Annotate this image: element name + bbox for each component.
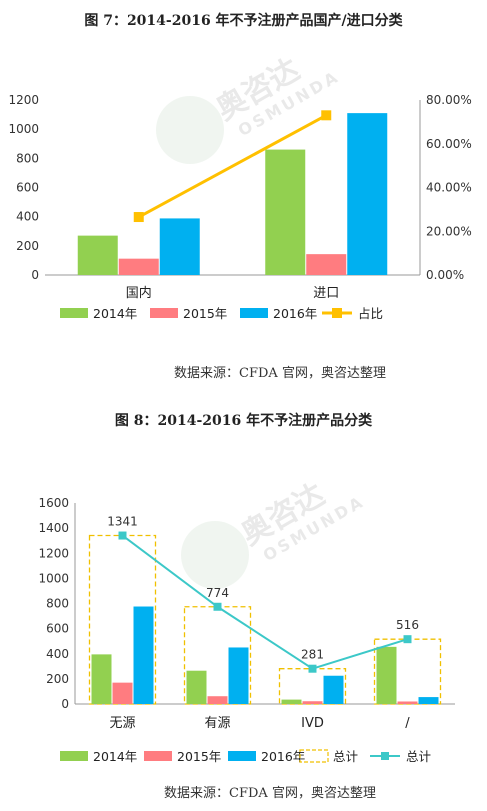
bar-2014年-国内 — [77, 235, 118, 275]
y-tick-label: 600 — [46, 622, 69, 636]
legend-label: 2014年 — [93, 306, 137, 321]
y-tick-label: 1000 — [38, 571, 69, 585]
legend-swatch-2014年 — [60, 308, 88, 318]
bar-2014年-无源 — [91, 654, 112, 704]
bar-2016年-无源 — [133, 606, 154, 704]
legend-label: 2015年 — [183, 306, 227, 321]
legend-swatch-total-marker — [381, 752, 389, 760]
legend-swatch-2015年 — [144, 751, 172, 761]
total-point-IVD — [308, 664, 317, 673]
bar-2015年-进口 — [306, 254, 347, 275]
y-tick-label: 400 — [16, 210, 39, 224]
x-category-label: / — [405, 716, 410, 731]
legend-swatch-2015年 — [150, 308, 178, 318]
y-tick-label: 1600 — [38, 496, 69, 510]
y-tick-label: 0 — [31, 268, 39, 282]
bar-2015年-/ — [397, 701, 418, 704]
total-data-label: 1341 — [107, 515, 138, 529]
y-tick-label: 800 — [46, 597, 69, 611]
total-point-/ — [403, 635, 412, 644]
y-tick-label: 1200 — [8, 93, 39, 107]
figure-8-title: 图 8：2014-2016 年不予注册产品分类 — [114, 413, 373, 429]
bar-2016年-国内 — [159, 218, 200, 275]
y2-tick-label: 0.00% — [426, 268, 464, 282]
bar-2014年-IVD — [281, 699, 302, 704]
total-point-有源 — [213, 602, 222, 611]
y2-tick-label: 40.00% — [426, 181, 472, 195]
legend-label: 2016年 — [261, 749, 305, 764]
legend-label: 2014年 — [93, 749, 137, 764]
bar-2015年-IVD — [302, 701, 323, 704]
x-category-label: 无源 — [109, 716, 135, 731]
legend-swatch-total-box — [299, 749, 329, 763]
bar-2015年-无源 — [112, 682, 133, 704]
figure-8-watermark-leaf-icon — [181, 521, 249, 589]
share-point-国内 — [133, 212, 144, 223]
bar-2016年-进口 — [347, 113, 388, 275]
y-tick-label: 0 — [61, 697, 69, 711]
total-point-无源 — [118, 531, 127, 540]
bar-2014年-有源 — [186, 670, 207, 704]
legend-label: 2015年 — [177, 749, 221, 764]
bar-2016年-IVD — [323, 675, 344, 704]
legend-label: 总计 — [333, 749, 358, 764]
figure-8-source: 数据来源：CFDA 官网，奥咨达整理 — [164, 786, 376, 801]
bar-2015年-有源 — [207, 696, 228, 704]
x-category-label: 进口 — [313, 286, 339, 301]
total-line — [121, 534, 408, 670]
figure-7-source: 数据来源：CFDA 官网，奥咨达整理 — [174, 366, 386, 381]
y-tick-label: 400 — [46, 647, 69, 661]
legend-swatch-2014年 — [60, 751, 88, 761]
bar-2015年-国内 — [118, 258, 159, 275]
figure-7-title: 图 7：2014-2016 年不予注册产品国产/进口分类 — [84, 13, 403, 29]
y-tick-label: 1000 — [8, 122, 39, 136]
share-point-进口 — [321, 110, 332, 121]
legend-label: 占比 — [358, 306, 383, 321]
y2-tick-label: 80.00% — [426, 93, 472, 107]
x-category-label: 国内 — [126, 285, 152, 301]
figure-7-watermark-leaf-icon — [156, 96, 224, 164]
bar-2016年-/ — [418, 697, 439, 704]
y-tick-label: 600 — [16, 181, 39, 195]
x-category-label: 有源 — [204, 716, 230, 731]
legend-swatch-2016年 — [240, 308, 268, 318]
share-line — [138, 113, 327, 219]
y-tick-label: 200 — [16, 239, 39, 253]
y2-tick-label: 60.00% — [426, 137, 472, 151]
bar-2014年-进口 — [265, 149, 306, 275]
legend-label: 总计 — [406, 749, 431, 764]
y-tick-label: 200 — [46, 672, 69, 686]
total-data-label: 281 — [301, 648, 324, 662]
bar-2014年-/ — [376, 646, 397, 704]
y2-tick-label: 20.00% — [426, 224, 472, 238]
total-data-label: 516 — [396, 618, 419, 632]
y-tick-label: 800 — [16, 151, 39, 165]
legend-label: 2016年 — [273, 306, 317, 321]
y-tick-label: 1400 — [38, 521, 69, 535]
total-data-label: 774 — [206, 586, 229, 600]
legend-swatch-share-marker — [332, 308, 342, 318]
legend-swatch-2016年 — [228, 751, 256, 761]
bar-2016年-有源 — [228, 647, 249, 704]
y-tick-label: 1200 — [38, 546, 69, 560]
x-category-label: IVD — [301, 716, 324, 731]
